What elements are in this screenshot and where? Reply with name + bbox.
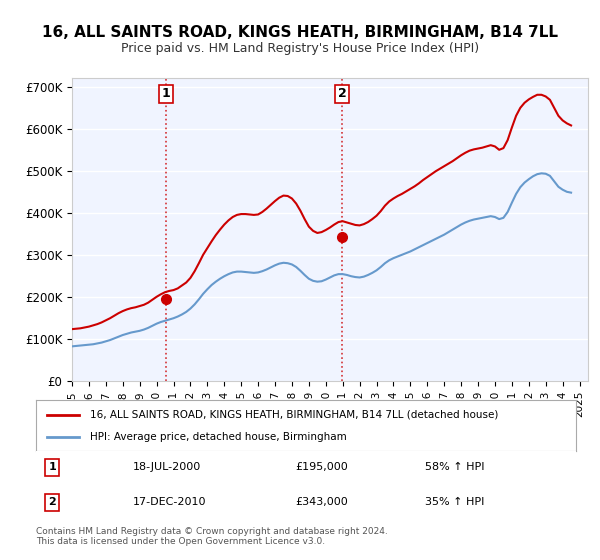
Text: 17-DEC-2010: 17-DEC-2010 xyxy=(133,497,206,507)
Text: £343,000: £343,000 xyxy=(295,497,348,507)
Text: 1: 1 xyxy=(161,87,170,100)
Text: 16, ALL SAINTS ROAD, KINGS HEATH, BIRMINGHAM, B14 7LL (detached house): 16, ALL SAINTS ROAD, KINGS HEATH, BIRMIN… xyxy=(90,409,499,419)
Text: Contains HM Land Registry data © Crown copyright and database right 2024.
This d: Contains HM Land Registry data © Crown c… xyxy=(36,526,388,546)
Text: HPI: Average price, detached house, Birmingham: HPI: Average price, detached house, Birm… xyxy=(90,432,347,442)
Text: Price paid vs. HM Land Registry's House Price Index (HPI): Price paid vs. HM Land Registry's House … xyxy=(121,42,479,55)
Text: 58% ↑ HPI: 58% ↑ HPI xyxy=(425,463,484,473)
Text: 2: 2 xyxy=(49,497,56,507)
Text: 16, ALL SAINTS ROAD, KINGS HEATH, BIRMINGHAM, B14 7LL: 16, ALL SAINTS ROAD, KINGS HEATH, BIRMIN… xyxy=(42,25,558,40)
Text: 2: 2 xyxy=(338,87,346,100)
Text: £195,000: £195,000 xyxy=(295,463,348,473)
Text: 18-JUL-2000: 18-JUL-2000 xyxy=(133,463,202,473)
Text: 1: 1 xyxy=(49,463,56,473)
Text: 35% ↑ HPI: 35% ↑ HPI xyxy=(425,497,484,507)
